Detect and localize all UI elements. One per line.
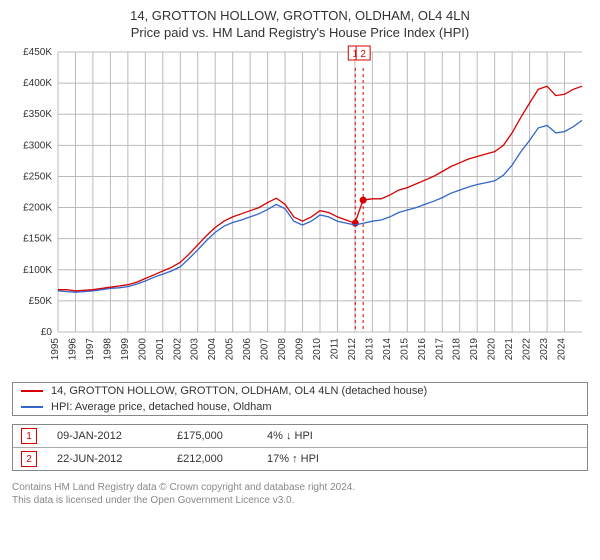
svg-text:2003: 2003: [190, 338, 201, 361]
svg-text:£250K: £250K: [23, 171, 52, 182]
sale-price: £175,000: [177, 430, 247, 442]
legend-swatch-hpi: [21, 406, 43, 408]
svg-text:2014: 2014: [382, 338, 393, 361]
svg-text:2006: 2006: [242, 338, 253, 361]
marker-badge-1: 1: [21, 428, 37, 444]
table-row: 2 22-JUN-2012 £212,000 17% ↑ HPI: [13, 447, 587, 470]
title-line-2: Price paid vs. HM Land Registry's House …: [10, 25, 590, 40]
svg-text:2010: 2010: [312, 338, 323, 361]
legend-label: 14, GROTTON HOLLOW, GROTTON, OLDHAM, OL4…: [51, 385, 427, 397]
sale-date: 22-JUN-2012: [57, 453, 157, 465]
svg-text:£300K: £300K: [23, 140, 52, 151]
svg-text:£0: £0: [41, 327, 53, 338]
svg-text:2002: 2002: [172, 338, 183, 361]
svg-text:£50K: £50K: [29, 296, 53, 307]
svg-text:£150K: £150K: [23, 234, 52, 245]
svg-text:£350K: £350K: [23, 109, 52, 120]
legend-row: HPI: Average price, detached house, Oldh…: [13, 399, 587, 415]
svg-text:£450K: £450K: [23, 47, 52, 58]
svg-text:1995: 1995: [50, 338, 61, 361]
svg-text:£100K: £100K: [23, 265, 52, 276]
svg-text:2019: 2019: [469, 338, 480, 361]
svg-text:2000: 2000: [137, 338, 148, 361]
svg-text:2001: 2001: [155, 338, 166, 361]
marker-badge-2: 2: [21, 451, 37, 467]
svg-text:2016: 2016: [417, 338, 428, 361]
svg-text:2015: 2015: [399, 338, 410, 361]
sale-price: £212,000: [177, 453, 247, 465]
svg-text:2012: 2012: [347, 338, 358, 361]
svg-text:2017: 2017: [434, 338, 445, 361]
svg-text:1999: 1999: [120, 338, 131, 361]
svg-text:2007: 2007: [260, 338, 271, 361]
sale-date: 09-JAN-2012: [57, 430, 157, 442]
svg-text:£400K: £400K: [23, 78, 52, 89]
svg-text:2008: 2008: [277, 338, 288, 361]
svg-text:1998: 1998: [102, 338, 113, 361]
credits-line: Contains HM Land Registry data © Crown c…: [12, 481, 588, 494]
svg-text:2022: 2022: [522, 338, 533, 361]
chart-title-block: 14, GROTTON HOLLOW, GROTTON, OLDHAM, OL4…: [10, 8, 590, 42]
svg-text:2018: 2018: [452, 338, 463, 361]
svg-text:2005: 2005: [225, 338, 236, 361]
svg-text:2023: 2023: [539, 338, 550, 361]
chart: £0 £50K £100K £150K £200K £250K £300K £350K £400…: [10, 42, 590, 382]
legend-row: 14, GROTTON HOLLOW, GROTTON, OLDHAM, OL4…: [13, 383, 587, 399]
svg-text:2020: 2020: [487, 338, 498, 361]
sale-vs-hpi: 17% ↑ HPI: [267, 453, 579, 465]
legend-swatch-property: [21, 390, 43, 392]
svg-text:2: 2: [360, 49, 366, 60]
table-row: 1 09-JAN-2012 £175,000 4% ↓ HPI: [13, 425, 587, 447]
svg-text:2009: 2009: [295, 338, 306, 361]
title-line-1: 14, GROTTON HOLLOW, GROTTON, OLDHAM, OL4…: [10, 8, 590, 23]
chart-svg: £0 £50K £100K £150K £200K £250K £300K £350K £400…: [10, 42, 590, 382]
sale-vs-hpi: 4% ↓ HPI: [267, 430, 579, 442]
svg-text:2024: 2024: [557, 338, 568, 361]
svg-text:2004: 2004: [207, 338, 218, 361]
credits: Contains HM Land Registry data © Crown c…: [12, 481, 588, 507]
svg-text:1996: 1996: [67, 338, 78, 361]
svg-text:2021: 2021: [504, 338, 515, 361]
price-paid-table: 1 09-JAN-2012 £175,000 4% ↓ HPI 2 22-JUN…: [12, 424, 588, 471]
svg-text:£200K: £200K: [23, 203, 52, 214]
svg-text:2011: 2011: [329, 338, 340, 360]
svg-text:2013: 2013: [364, 338, 375, 361]
legend: 14, GROTTON HOLLOW, GROTTON, OLDHAM, OL4…: [12, 382, 588, 416]
svg-text:1997: 1997: [85, 338, 96, 361]
legend-label: HPI: Average price, detached house, Oldh…: [51, 401, 272, 413]
credits-line: This data is licensed under the Open Gov…: [12, 494, 588, 507]
